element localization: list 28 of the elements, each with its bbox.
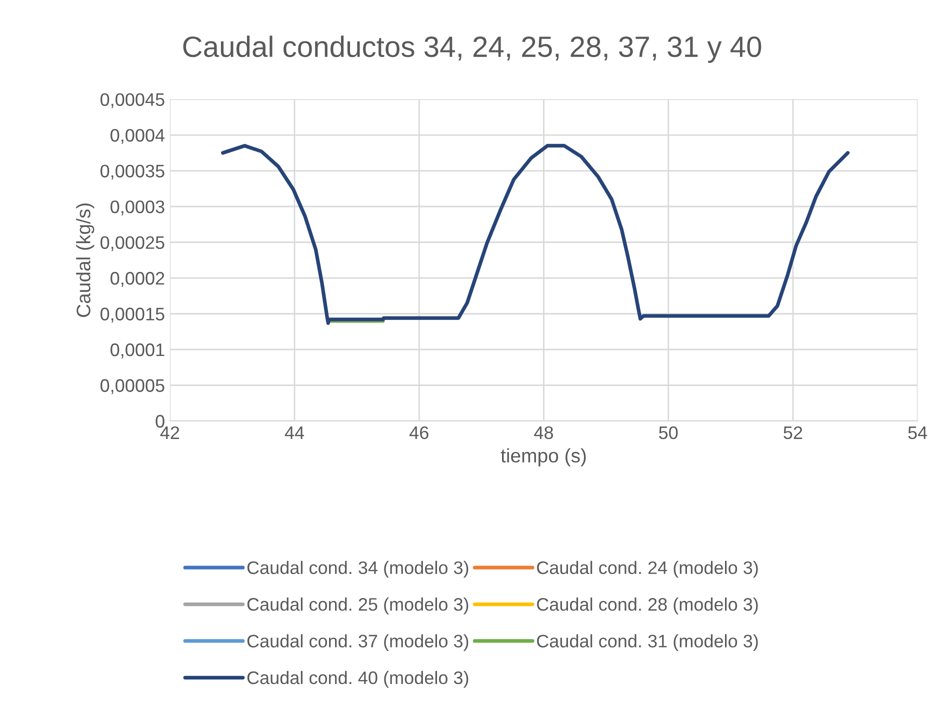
y-tick-label: 0,00035 — [100, 164, 164, 180]
y-tick-label: 0,00045 — [100, 93, 164, 108]
y-tick-label: 0,00005 — [100, 379, 164, 394]
legend-label: Caudal cond. 31 (modelo 3) — [537, 634, 758, 652]
y-tick-label: 0,0001 — [110, 343, 164, 358]
x-tick-label: 48 — [534, 426, 553, 440]
y-tick-label: 0 — [156, 414, 164, 428]
x-tick-label: 46 — [410, 426, 428, 440]
x-tick-label: 44 — [284, 426, 304, 439]
y-tick-label: 0,00025 — [100, 236, 164, 252]
legend-label: Caudal cond. 28 (modelo 3) — [537, 598, 758, 614]
legend-label: Caudal cond. 40 (modelo 3) — [247, 670, 468, 688]
y-tick-label: 0,0003 — [110, 200, 164, 216]
x-tick-label: 52 — [784, 426, 802, 440]
line-series — [221, 144, 850, 325]
legend-label: Caudal cond. 34 (modelo 3) — [247, 560, 468, 578]
x-axis-title: tiempo (s) — [500, 448, 586, 466]
chart-title: Caudal conductos 34, 24, 25, 28, 37, 31 y 40 — [183, 36, 762, 63]
x-tick-label: 42 — [160, 426, 180, 439]
legend-label: Caudal cond. 37 (modelo 3) — [247, 634, 468, 652]
x-tick-label: 50 — [659, 426, 678, 440]
y-tick-label: 0,00015 — [100, 308, 164, 323]
x-tick-label: 54 — [908, 426, 928, 440]
legend-label: Caudal cond. 24 (modelo 3) — [537, 560, 758, 578]
y-tick-label: 0,0002 — [110, 272, 164, 287]
y-tick-label: 0,0004 — [110, 128, 165, 144]
legend-label: Caudal cond. 25 (modelo 3) — [247, 598, 468, 614]
y-axis-title: Caudal (kg/s) — [76, 204, 94, 317]
